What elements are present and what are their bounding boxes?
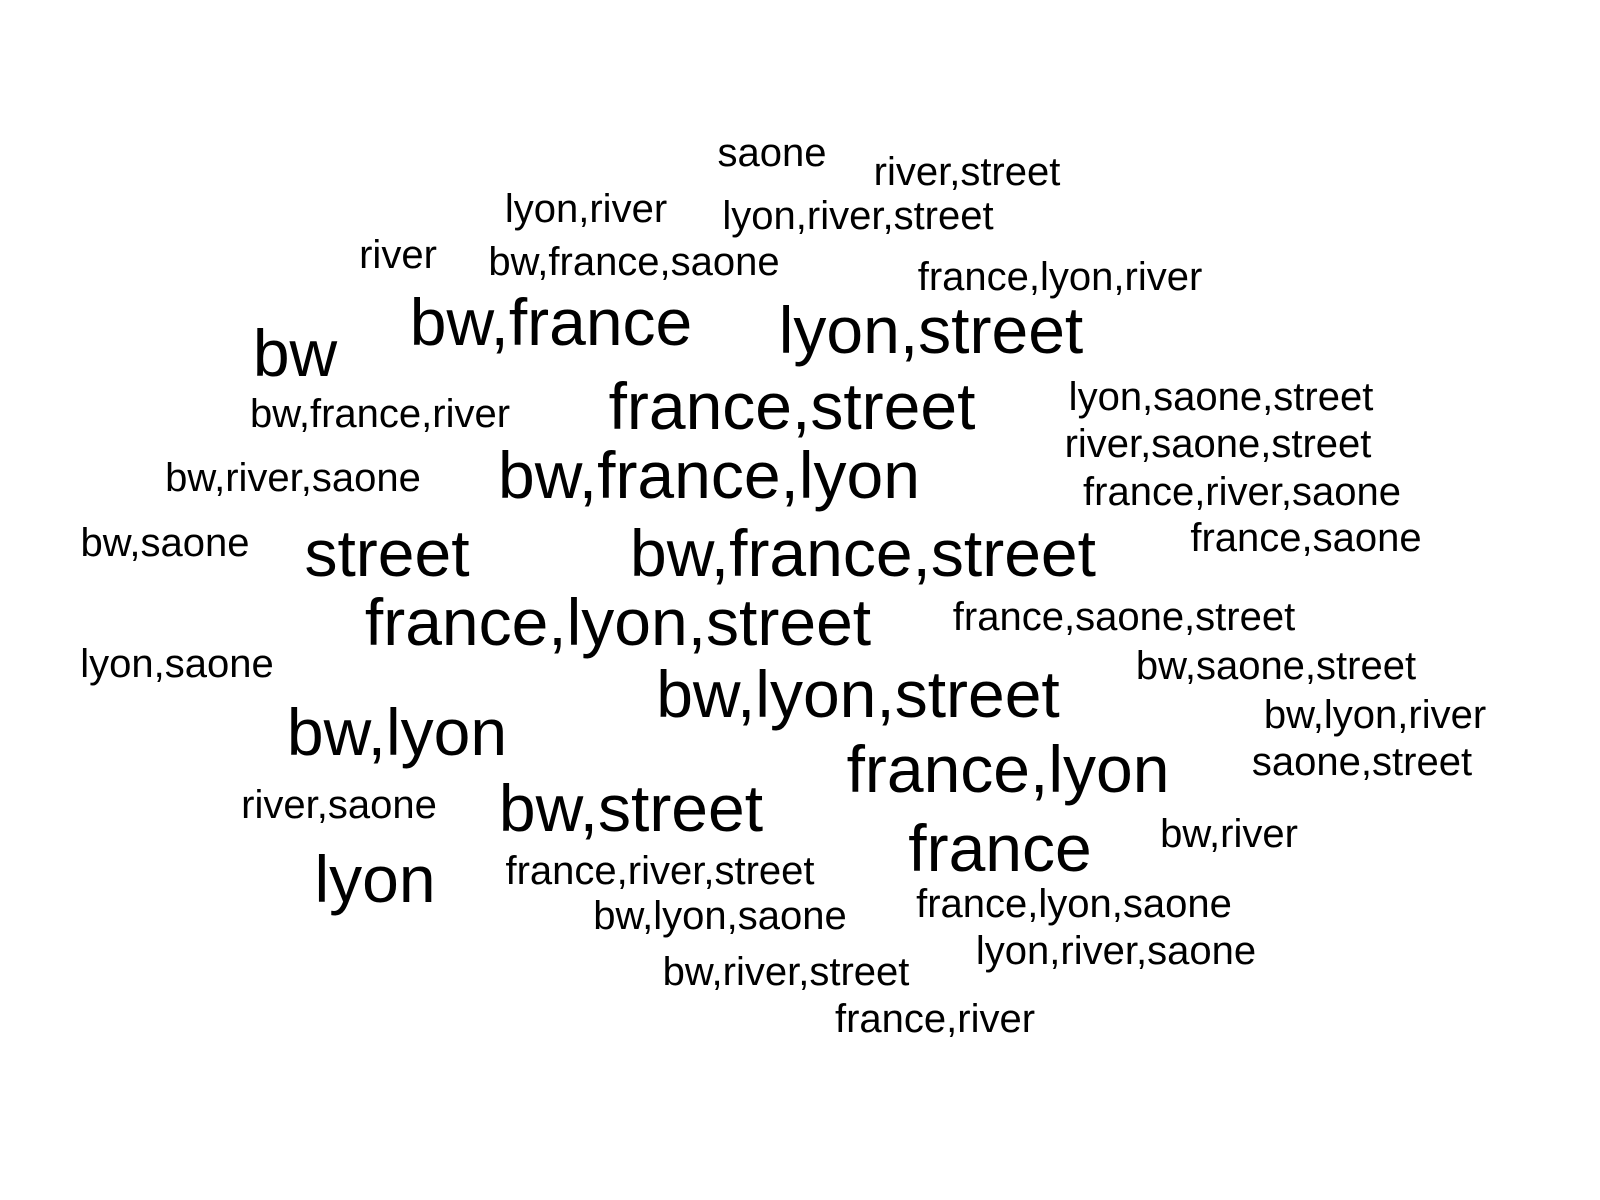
- cloud-word: bw,saone: [80, 521, 250, 565]
- cloud-word: france,street: [608, 369, 976, 443]
- cloud-word: bw,river: [1160, 812, 1298, 856]
- cloud-word: france,saone: [1190, 516, 1422, 560]
- cloud-word: bw,france,street: [630, 516, 1096, 590]
- cloud-word: bw,lyon,river: [1263, 693, 1487, 737]
- cloud-word: bw,france,saone: [488, 240, 780, 284]
- cloud-word: river,street: [873, 150, 1061, 194]
- cloud-word: lyon,river,saone: [975, 929, 1257, 973]
- cloud-word: lyon,saone,street: [1068, 375, 1374, 419]
- cloud-word: bw,france,river: [249, 392, 511, 436]
- cloud-word: bw,france,lyon: [498, 438, 920, 512]
- cloud-word: france,lyon,street: [364, 585, 872, 659]
- cloud-word: france,river,saone: [1083, 470, 1401, 514]
- cloud-word: lyon,street: [778, 293, 1084, 367]
- cloud-word: bw,lyon,street: [656, 657, 1060, 731]
- cloud-word: bw,france: [409, 285, 693, 359]
- cloud-word: france,saone,street: [952, 595, 1296, 639]
- cloud-word: france,river,street: [505, 849, 815, 893]
- cloud-word: saone,street: [1251, 740, 1473, 784]
- cloud-word: lyon: [314, 842, 436, 916]
- cloud-word: lyon,saone: [80, 642, 274, 686]
- cloud-word: river,saone,street: [1064, 422, 1372, 466]
- cloud-word: street: [304, 516, 470, 590]
- cloud-word: bw,lyon: [286, 695, 508, 769]
- cloud-word: river: [359, 233, 437, 277]
- cloud-word: river,saone: [241, 783, 437, 827]
- cloud-word: bw: [252, 316, 338, 390]
- cloud-word: bw,river,saone: [165, 456, 421, 500]
- cloud-word: bw,lyon,saone: [593, 894, 847, 938]
- cloud-word: bw,river,street: [662, 950, 910, 994]
- cloud-word: france,river: [834, 997, 1036, 1041]
- cloud-word: lyon,river,street: [722, 194, 994, 238]
- cloud-word: france,lyon,saone: [916, 882, 1232, 926]
- cloud-word: france: [908, 811, 1092, 885]
- cloud-word: bw,street: [498, 771, 764, 845]
- cloud-word: france,lyon: [846, 732, 1170, 806]
- cloud-word: lyon,river: [504, 187, 668, 231]
- cloud-word: saone: [717, 131, 827, 175]
- cloud-word: france,lyon,river: [917, 255, 1203, 299]
- cloud-word: bw,saone,street: [1135, 644, 1417, 688]
